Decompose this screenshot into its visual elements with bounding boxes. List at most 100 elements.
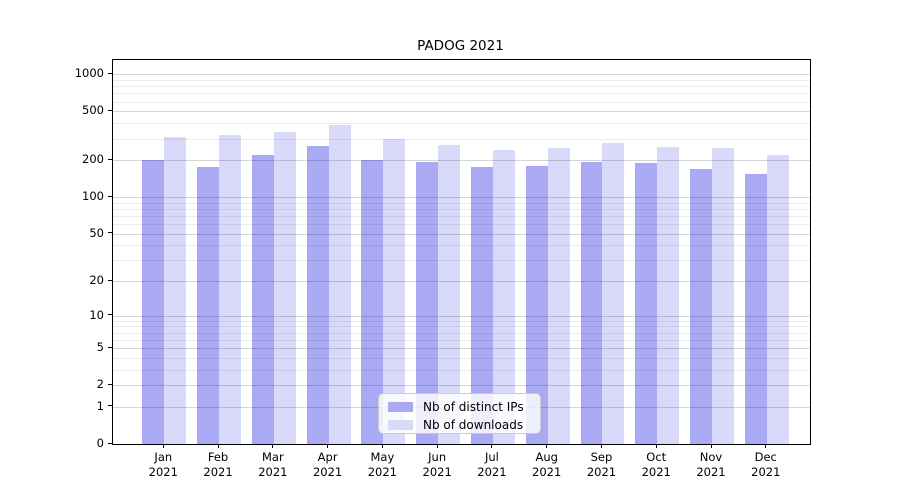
x-tick-mark-jan [162,444,164,448]
y-tick-mark-500 [108,109,112,111]
bar-jun-distinct-ips [416,161,439,444]
x-tick-mark-aug [546,444,548,448]
bar-jun-downloads [438,145,461,444]
bar-jan-downloads [164,136,187,444]
gridline-minor-3 [113,369,810,371]
bar-aug-downloads [547,148,570,444]
legend-item-distinct-ips: Nb of distinct IPs [388,399,540,414]
x-tick-label-jun: Jun 2021 [422,450,452,479]
legend-swatch-downloads [388,419,413,430]
bar-jan-distinct-ips [142,160,165,444]
x-tick-label-aug: Aug 2021 [532,450,562,479]
chart-title: PADOG 2021 [417,38,504,54]
bar-mar-distinct-ips [251,155,274,444]
bar-may-downloads [383,138,406,444]
y-tick-label-1: 1 [96,398,104,413]
x-tick-label-may: May 2021 [367,450,398,479]
bar-jul-distinct-ips [471,167,493,444]
plot-area [112,59,811,445]
bar-may-distinct-ips [361,160,384,444]
legend: Nb of distinct IPs Nb of downloads [378,393,541,434]
x-tick-mark-nov [710,444,712,448]
gridline-10 [113,315,810,317]
x-tick-mark-mar [272,444,274,448]
y-tick-mark-1000 [108,72,112,74]
y-tick-label-200: 200 [82,152,104,167]
x-tick-mark-sep [600,444,602,448]
gridline-minor-7 [113,332,810,334]
bar-apr-distinct-ips [306,146,329,444]
x-tick-mark-dec [765,444,767,448]
y-tick-mark-200 [108,158,112,160]
gridline-minor-8 [113,326,810,328]
legend-swatch-distinct-ips [388,401,413,412]
x-tick-mark-jun [436,444,438,448]
bar-oct-downloads [657,147,680,444]
gridline-minor-800 [113,86,810,88]
legend-label-distinct-ips: Nb of distinct IPs [423,399,524,414]
x-tick-label-feb: Feb 2021 [203,450,233,479]
y-tick-label-20: 20 [89,273,104,288]
x-tick-label-oct: Oct 2021 [641,450,671,479]
gridline-minor-400 [113,123,810,125]
gridline-200 [113,160,810,162]
y-tick-label-100: 100 [82,189,104,204]
gridline-2 [113,385,810,387]
gridline-5 [113,348,810,350]
y-tick-label-1000: 1000 [74,66,104,81]
bar-apr-downloads [328,125,351,444]
x-tick-label-dec: Dec 2021 [751,450,781,479]
x-tick-label-jul: Jul 2021 [477,450,507,479]
gridline-minor-700 [113,93,810,95]
y-tick-mark-1 [108,405,112,407]
y-tick-mark-10 [108,314,112,316]
bar-dec-distinct-ips [744,173,767,444]
bar-mar-downloads [273,132,296,444]
bar-aug-distinct-ips [525,165,548,444]
bar-dec-downloads [766,155,789,444]
bar-nov-downloads [712,148,734,444]
x-tick-mark-apr [327,444,329,448]
gridline-minor-30 [113,260,810,262]
y-tick-mark-2 [108,383,112,385]
bar-sep-downloads [602,143,625,444]
x-tick-label-jan: Jan 2021 [148,450,178,479]
gridline-500 [113,111,810,113]
gridline-minor-9 [113,320,810,322]
legend-label-downloads: Nb of downloads [423,417,524,432]
x-tick-mark-oct [655,444,657,448]
bar-sep-distinct-ips [580,161,603,444]
x-tick-mark-may [381,444,383,448]
gridline-minor-900 [113,80,810,82]
y-tick-label-50: 50 [89,225,104,240]
gridline-minor-70 [113,215,810,217]
y-tick-mark-50 [108,232,112,234]
gridline-minor-80 [113,208,810,210]
gridline-50 [113,233,810,235]
x-tick-label-apr: Apr 2021 [312,450,343,479]
bar-feb-downloads [219,135,241,444]
gridline-100 [113,197,810,199]
gridline-minor-300 [113,138,810,140]
x-tick-mark-feb [217,444,219,448]
bar-nov-distinct-ips [690,168,712,444]
x-tick-label-sep: Sep 2021 [586,450,617,479]
x-tick-mark-jul [491,444,493,448]
x-tick-label-nov: Nov 2021 [696,450,726,479]
y-tick-mark-0 [108,442,112,444]
legend-item-downloads: Nb of downloads [388,417,540,432]
gridline-minor-600 [113,101,810,103]
y-tick-mark-100 [108,195,112,197]
y-tick-mark-20 [108,279,112,281]
bar-jul-downloads [492,149,515,444]
y-tick-label-500: 500 [82,103,104,118]
y-tick-label-2: 2 [96,377,104,392]
gridline-minor-60 [113,224,810,226]
bar-feb-distinct-ips [197,167,220,444]
x-tick-label-mar: Mar 2021 [258,450,288,479]
bar-oct-distinct-ips [635,163,658,444]
gridline-20 [113,281,810,283]
gridline-minor-40 [113,245,810,247]
gridline-1000 [113,74,810,76]
gridline-minor-4 [113,357,810,359]
